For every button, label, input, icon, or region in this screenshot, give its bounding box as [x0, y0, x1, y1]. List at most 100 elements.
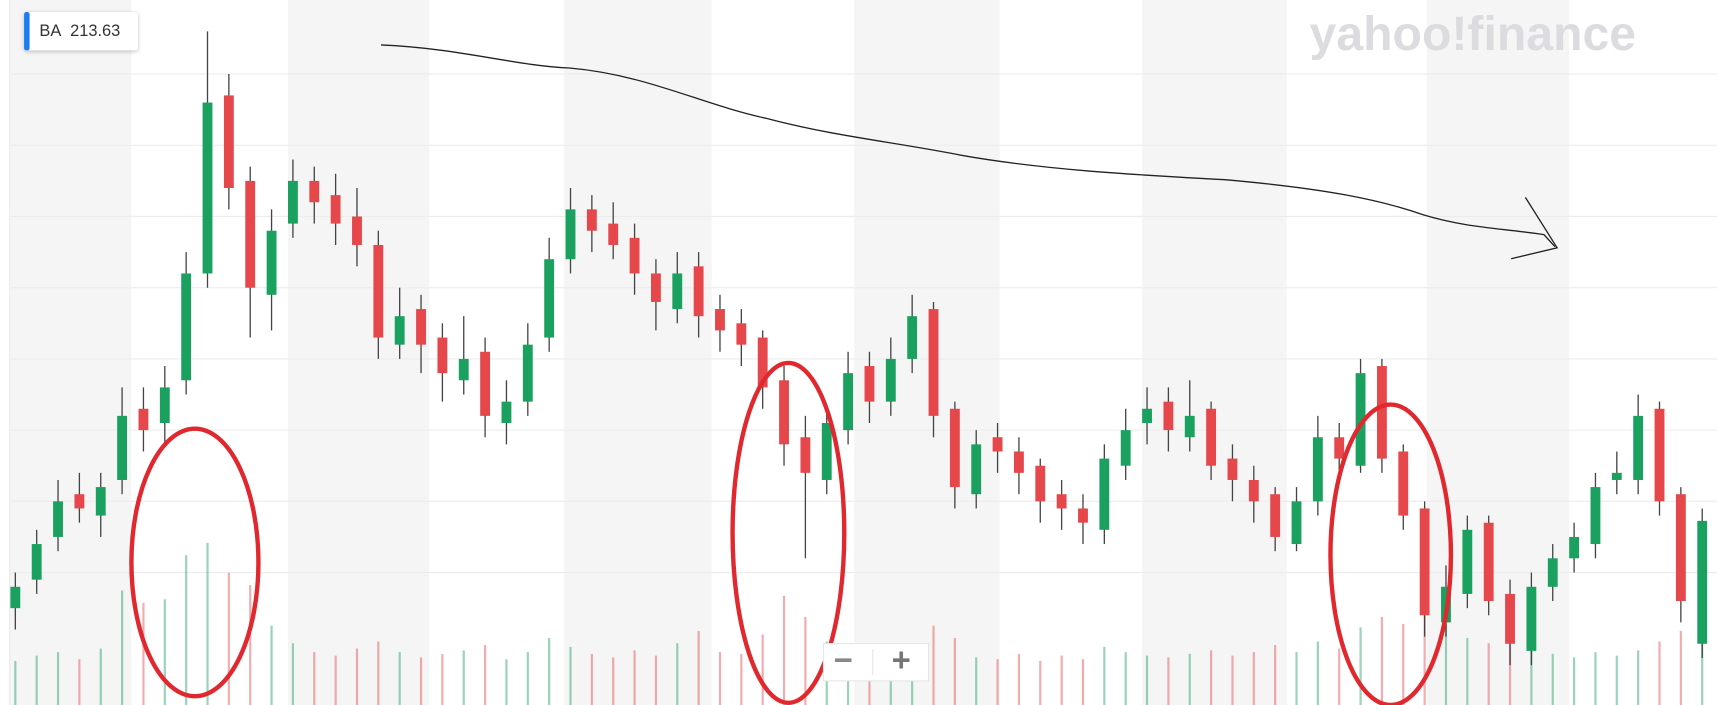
candle-body: [1099, 458, 1110, 530]
candle-body: [629, 237, 640, 274]
volume-bar: [1530, 646, 1533, 705]
candle-body: [949, 408, 960, 488]
zoom-panel: [822, 643, 930, 682]
annotation-circle: [129, 426, 261, 699]
candle-body: [1590, 487, 1601, 545]
volume-bar: [419, 657, 423, 705]
candle-body: [458, 358, 469, 381]
candle-body: [650, 273, 661, 302]
volume-bar: [1231, 655, 1234, 705]
volume-bar: [206, 542, 209, 705]
candle-body: [971, 444, 982, 495]
volume-bar: [1274, 645, 1277, 705]
candle-body: [501, 401, 512, 423]
volume-bar: [14, 660, 17, 705]
zoom-in-button[interactable]: +: [892, 641, 911, 678]
volume-bar: [633, 650, 636, 705]
volume-bar: [484, 645, 487, 705]
volume-bar: [932, 625, 935, 705]
candle-body: [117, 415, 128, 480]
annotation-circle: [1328, 402, 1454, 705]
volume-bar: [56, 652, 60, 705]
volume-bar: [1081, 659, 1085, 705]
candle-body: [800, 437, 811, 473]
zoom-out-button[interactable]: −: [834, 641, 853, 678]
candle-body: [1270, 494, 1281, 537]
volume-bars: [14, 542, 1704, 705]
volume-bar: [548, 638, 551, 705]
candle-body: [1419, 508, 1430, 616]
candle-body: [330, 195, 341, 224]
candle-body: [1547, 558, 1558, 587]
candle-body: [1184, 415, 1195, 438]
candle-body: [608, 223, 619, 245]
volume-bar: [782, 595, 786, 705]
candle-body: [1248, 479, 1259, 502]
volume-bar: [121, 590, 124, 705]
trend-arrow: [381, 44, 1556, 248]
candle-body: [480, 351, 491, 416]
period-band: [563, 0, 712, 705]
volume-bar: [1338, 648, 1341, 705]
candle-body: [309, 180, 320, 203]
candle-body: [1312, 437, 1323, 502]
candle-body: [416, 309, 426, 345]
volume-bar: [1167, 657, 1170, 705]
volume-bar: [1103, 646, 1106, 705]
volume-bar: [569, 646, 572, 705]
candle-body: [1163, 401, 1174, 431]
volume-bar: [676, 643, 679, 705]
volume-bar: [35, 655, 38, 705]
volume-bar: [1573, 657, 1576, 705]
badge-accent: [24, 12, 30, 51]
volume-bar: [1423, 602, 1426, 705]
candle-body: [181, 273, 192, 381]
candle-body: [736, 323, 747, 345]
volume-bar: [185, 555, 188, 705]
volume-bar: [1679, 630, 1682, 705]
volume-bar: [740, 653, 743, 705]
candle-body: [287, 180, 298, 224]
volume-bar: [1210, 650, 1213, 705]
candle-body: [885, 358, 896, 402]
watermark: yahoo!finance: [1310, 7, 1637, 61]
candle-body: [522, 344, 533, 402]
candle-body: [1078, 508, 1088, 523]
volume-bar: [313, 652, 316, 705]
volume-bar: [1252, 652, 1255, 705]
volume-bar: [1188, 653, 1191, 705]
candle-body: [437, 337, 448, 374]
volume-bar: [1359, 627, 1362, 705]
candle-body: [53, 501, 63, 537]
period-band: [854, 0, 1000, 705]
candle-body: [373, 244, 384, 338]
volume-bar: [1295, 652, 1298, 705]
candle-body: [1654, 408, 1665, 502]
candle-body: [1291, 501, 1302, 545]
candle-body: [864, 366, 875, 402]
candle-body: [907, 316, 918, 359]
candle-body: [1483, 522, 1494, 602]
period-bands: [9, 0, 1570, 705]
candle-body: [544, 259, 555, 338]
candle-body: [223, 95, 234, 189]
volume-bar: [996, 659, 999, 705]
candle-body: [757, 337, 768, 388]
volume-bar: [697, 630, 700, 705]
volume-bar: [377, 641, 380, 705]
period-band: [1142, 0, 1287, 705]
candle-body: [1206, 408, 1217, 466]
candle-body: [31, 544, 42, 580]
volume-bar: [249, 585, 252, 705]
grid: [10, 73, 1717, 574]
candle-body: [1611, 472, 1622, 480]
volume-bar: [1466, 638, 1469, 705]
volume-bar: [505, 659, 508, 705]
candle-body: [992, 437, 1003, 452]
volume-bar: [355, 648, 359, 705]
last-price: 213.63: [70, 22, 120, 40]
candle-body: [693, 266, 704, 317]
candle-body: [1355, 373, 1366, 466]
candle-body: [1462, 529, 1473, 594]
